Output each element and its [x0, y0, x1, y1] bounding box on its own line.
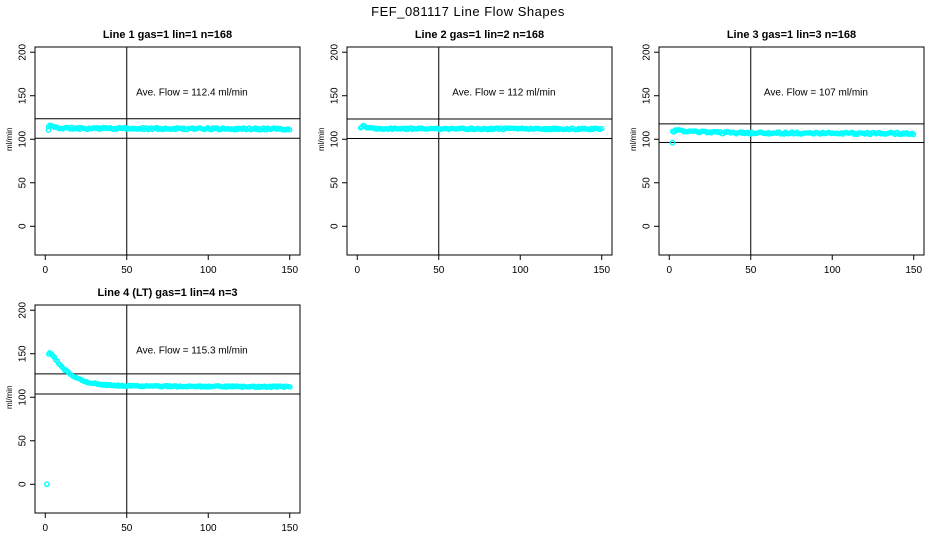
- subplot-line-3: 0 50 100 150 0 50 100 150 200 Line 3 gas=1 lin=3 …: [629, 29, 925, 276]
- x-tick-label: 0: [42, 265, 48, 276]
- x-tick-label: 150: [905, 265, 922, 276]
- axis: 0 50 100 150 0 50 100 150 200: [18, 301, 301, 534]
- outlier-point: [45, 127, 52, 134]
- ave-flow-annotation: Ave. Flow = 112 ml/min: [452, 88, 555, 99]
- y-tick-label: 100: [330, 130, 341, 147]
- ave-flow-annotation: Ave. Flow = 115.3 ml/min: [136, 346, 248, 357]
- axis: 0 50 100 150 0 50 100 150 200: [330, 43, 613, 276]
- ave-flow-annotation: Ave. Flow = 107 ml/min: [764, 88, 868, 99]
- x-tick-label: 0: [42, 523, 48, 534]
- ave-flow-annotation: Ave. Flow = 112.4 ml/min: [136, 88, 248, 99]
- y-tick-label: 150: [18, 345, 29, 362]
- x-tick-label: 150: [281, 265, 298, 276]
- y-tick-label: 200: [18, 301, 29, 318]
- subplot-title: Line 3 gas=1 lin=3 n=168: [727, 29, 856, 41]
- y-tick-label: 50: [330, 177, 341, 189]
- x-tick-label: 100: [200, 265, 217, 276]
- data-points: [669, 126, 917, 146]
- x-tick-label: 50: [433, 265, 445, 276]
- x-tick-label: 50: [121, 265, 133, 276]
- y-axis-label: ml/min: [5, 385, 14, 409]
- figure-title: FEF_081117 Line Flow Shapes: [371, 4, 565, 19]
- y-tick-label: 50: [642, 177, 653, 189]
- x-tick-label: 50: [121, 523, 133, 534]
- subplot-line-2: 0 50 100 150 0 50 100 150 200 Line 2 gas=1 lin=2 …: [317, 29, 613, 276]
- y-tick-label: 0: [330, 223, 341, 229]
- x-tick-label: 50: [745, 265, 757, 276]
- y-tick-label: 150: [18, 87, 29, 104]
- subplot-line-4: 0 50 100 150 0 50 100 150 200 Line 4 (LT) gas=1 l…: [5, 287, 301, 534]
- data-points: [45, 122, 293, 134]
- subplot-title: Line 4 (LT) gas=1 lin=4 n=3: [97, 287, 237, 299]
- axis: 0 50 100 150 0 50 100 150 200: [18, 43, 301, 276]
- x-tick-label: 100: [512, 265, 529, 276]
- data-points: [44, 349, 293, 488]
- data-points: [357, 122, 605, 133]
- y-tick-label: 0: [18, 481, 29, 487]
- subplot-line-1: 0 50 100 150 0 50 100 150 200 Line 1 gas=1 lin=1 …: [5, 29, 301, 276]
- x-tick-label: 150: [593, 265, 610, 276]
- outlier-point: [669, 139, 676, 146]
- outlier-point: [44, 481, 50, 488]
- y-tick-label: 100: [642, 130, 653, 147]
- y-tick-label: 50: [18, 435, 29, 447]
- x-tick-label: 100: [824, 265, 841, 276]
- subplot-title: Line 1 gas=1 lin=1 n=168: [103, 29, 232, 41]
- y-tick-label: 100: [18, 130, 29, 147]
- x-tick-label: 0: [354, 265, 360, 276]
- y-tick-label: 0: [18, 223, 29, 229]
- y-tick-label: 50: [18, 177, 29, 189]
- y-tick-label: 150: [642, 87, 653, 104]
- y-tick-label: 200: [330, 43, 341, 60]
- y-axis-label: ml/min: [317, 127, 326, 151]
- x-tick-label: 150: [281, 523, 298, 534]
- y-tick-label: 0: [642, 223, 653, 229]
- y-axis-label: ml/min: [5, 127, 14, 151]
- x-tick-label: 100: [200, 523, 217, 534]
- y-tick-label: 200: [18, 43, 29, 60]
- y-tick-label: 150: [330, 87, 341, 104]
- subplot-title: Line 2 gas=1 lin=2 n=168: [415, 29, 544, 41]
- y-tick-label: 200: [642, 43, 653, 60]
- y-tick-label: 100: [18, 388, 29, 405]
- axis: 0 50 100 150 0 50 100 150 200: [642, 43, 925, 276]
- y-axis-label: ml/min: [629, 127, 638, 151]
- x-tick-label: 0: [666, 265, 672, 276]
